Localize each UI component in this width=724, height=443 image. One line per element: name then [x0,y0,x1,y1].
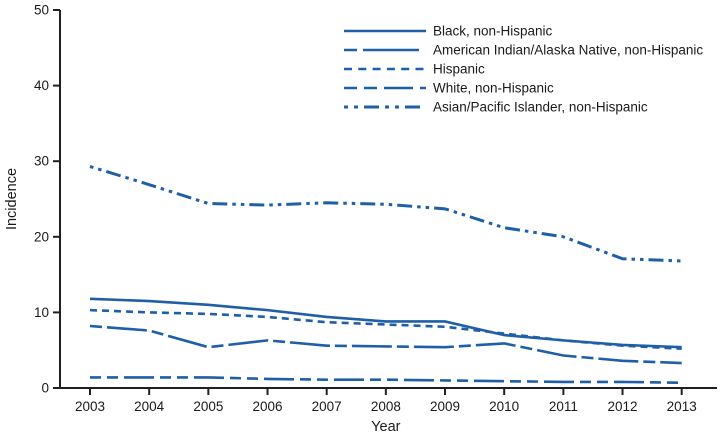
x-tick-label: 2013 [667,399,697,414]
legend: Black, non-Hispanic American Indian/Alask… [344,24,703,115]
y-tick-label: 30 [34,154,49,169]
legend-label: American Indian/Alaska Native, non-Hispa… [433,43,703,58]
x-axis-title: Year [371,419,400,435]
x-tick-label: 2003 [75,399,105,414]
y-tick-label: 0 [41,381,49,396]
legend-item-black-non-hispanic: Black, non-Hispanic [344,24,553,39]
x-tick-label: 2007 [312,399,342,414]
legend-item-white-non-hispanic: White, non-Hispanic [344,81,554,96]
x-tick-label: 2005 [193,399,223,414]
legend-item-asian-pacific-islander-non-hispanic: Asian/Pacific Islander, non-Hispanic [344,100,648,115]
legend-label: Black, non-Hispanic [433,24,553,39]
x-tick-label: 2012 [608,399,638,414]
legend-item-american-indian-alaska-native-non-hispanic: American Indian/Alaska Native, non-Hispa… [344,43,703,58]
x-tick-label: 2009 [430,399,460,414]
y-tick-label: 50 [34,3,49,18]
series-line-hispanic [89,308,682,350]
legend-item-hispanic: Hispanic [344,62,485,77]
y-tick-label: 40 [34,78,49,93]
series-line-american-indian-alaska-native-non-hispanic [89,324,682,365]
legend-label: White, non-Hispanic [433,81,554,96]
x-tick-label: 2010 [489,399,519,414]
x-tick-label: 2011 [549,399,578,414]
x-tick-label: 2004 [134,399,165,414]
y-axis-title: Incidence [4,168,20,230]
y-tick-label: 10 [34,305,49,320]
series-line-asian-pacific-islander-non-hispanic [89,165,682,263]
legend-label: Hispanic [433,62,485,77]
x-tick-label: 2008 [371,399,401,414]
series-line-white-non-hispanic [90,376,682,385]
legend-label: Asian/Pacific Islander, non-Hispanic [433,100,648,115]
y-tick-label: 20 [34,229,49,244]
x-tick-label: 2006 [252,399,282,414]
